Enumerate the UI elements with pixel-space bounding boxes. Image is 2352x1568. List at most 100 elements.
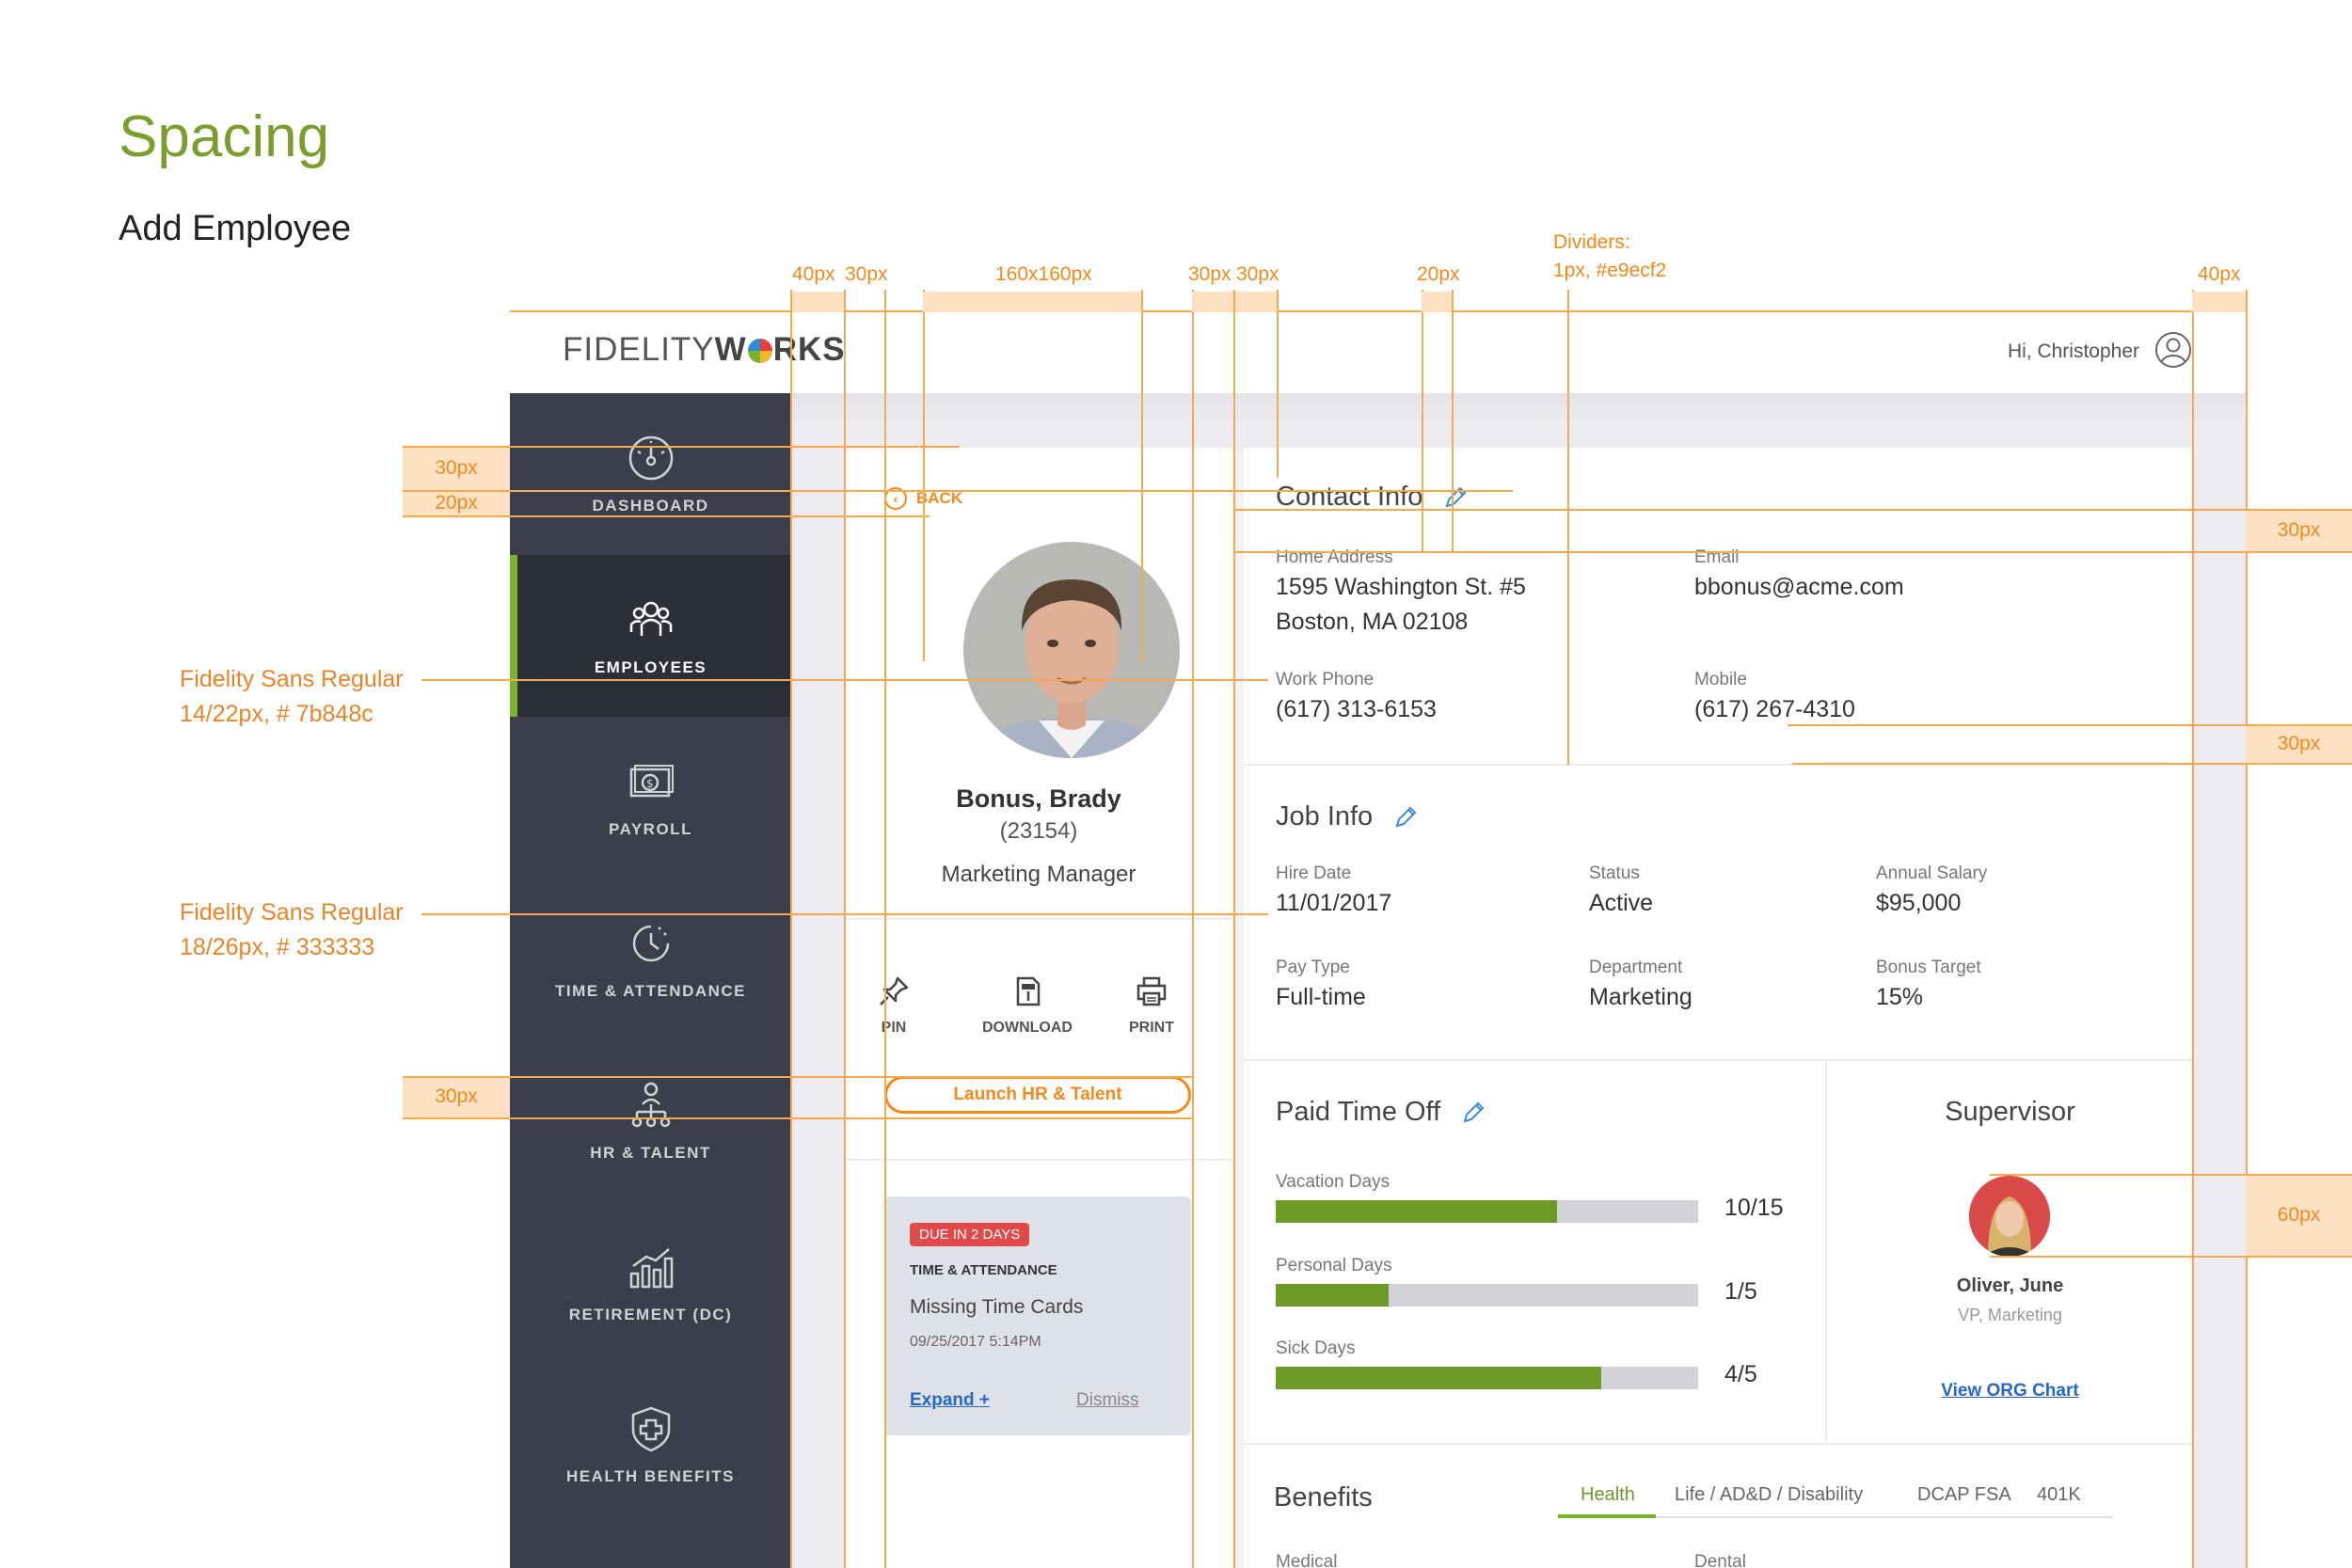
spacing-box xyxy=(923,292,1141,312)
sidebar-item-retirement[interactable]: RETIREMENT (DC) xyxy=(510,1202,791,1364)
email-value: bbonus@acme.com xyxy=(1694,574,1904,600)
spacing-box: 30px xyxy=(403,446,510,490)
doc-title: Spacing xyxy=(119,104,330,169)
sidebar-item-label: EMPLOYEES xyxy=(594,658,707,676)
dashboard-gauge-icon xyxy=(628,436,673,481)
sidebar-item-label: PAYROLL xyxy=(609,820,692,838)
launch-hr-talent-button[interactable]: Launch HR & Talent xyxy=(884,1076,1191,1114)
note-line: Fidelity Sans Regular xyxy=(180,899,404,926)
dismiss-link[interactable]: Dismiss xyxy=(1076,1390,1139,1410)
print-button[interactable]: PRINT xyxy=(1129,974,1174,1037)
guide-line xyxy=(1192,290,1194,1568)
guide-line xyxy=(1233,509,2352,511)
svg-text:$: $ xyxy=(646,777,654,790)
sidebar-item-time-attendance[interactable]: TIME & ATTENDANCE xyxy=(510,879,791,1040)
job-info-heading: Job Info xyxy=(1276,801,1418,832)
download-button[interactable]: DOWNLOAD xyxy=(982,974,1073,1037)
job-info-title: Job Info xyxy=(1276,801,1374,832)
contact-info-heading: Contact Info xyxy=(1276,482,1468,513)
home-address-line2: Boston, MA 02108 xyxy=(1276,609,1469,635)
back-button[interactable]: ‹ BACK xyxy=(884,487,962,510)
org-tree-icon xyxy=(631,1082,670,1128)
pay-type-label: Pay Type xyxy=(1276,958,1350,977)
active-indicator xyxy=(510,555,517,717)
pin-button[interactable]: PIN xyxy=(877,974,911,1037)
guide-line xyxy=(1990,1256,2352,1258)
guide-line xyxy=(884,290,886,1568)
divider xyxy=(1244,764,2193,766)
guide-line xyxy=(1233,290,1235,1568)
download-icon xyxy=(1016,976,1041,1006)
annotation-label: 30px xyxy=(845,263,888,285)
sidebar-item-label: HEALTH BENEFITS xyxy=(566,1467,735,1485)
supervisor-title: VP, Marketing xyxy=(1958,1306,2062,1324)
sidebar-item-payroll[interactable]: $ PAYROLL xyxy=(510,717,791,879)
pto-progress-fill xyxy=(1276,1200,1558,1223)
view-org-chart-link[interactable]: View ORG Chart xyxy=(1941,1381,2079,1401)
notification-title: Missing Time Cards xyxy=(910,1296,1084,1318)
tab-health[interactable]: Health xyxy=(1581,1484,1635,1505)
home-address-line1: 1595 Washington St. #5 xyxy=(1276,574,1526,600)
spacing-box xyxy=(2192,292,2246,312)
logo-works: W RKS xyxy=(714,331,846,368)
edit-pencil-icon[interactable] xyxy=(1443,485,1468,510)
guide-line xyxy=(2246,290,2248,1568)
spacing-box xyxy=(1192,292,1233,312)
status-value: Active xyxy=(1589,890,1654,916)
note-line: Fidelity Sans Regular xyxy=(180,666,404,692)
supervisor-heading: Supervisor xyxy=(1945,1097,2075,1127)
profile-column: ‹ BACK Bonus, Brady (23154) Marketin xyxy=(845,448,1232,1568)
tab-401k[interactable]: 401K xyxy=(2037,1484,2081,1505)
annotation-label: Dividers: xyxy=(1553,231,1630,253)
sidebar-item-health-benefits[interactable]: HEALTH BENEFITS xyxy=(510,1364,791,1526)
user-circle-icon[interactable] xyxy=(2154,331,2192,369)
pto-item-label: Vacation Days xyxy=(1276,1172,1391,1192)
edit-pencil-icon[interactable] xyxy=(1393,805,1418,830)
mobile-label: Mobile xyxy=(1694,670,1747,689)
supervisor-name: Oliver, June xyxy=(1956,1275,2064,1296)
typography-note: Fidelity Sans Regular 18/26px, # 333333 xyxy=(180,895,404,965)
work-phone-label: Work Phone xyxy=(1276,670,1375,689)
sidebar-item-label: TIME & ATTENDANCE xyxy=(554,982,747,1000)
spacing-box xyxy=(1422,292,1452,312)
download-label: DOWNLOAD xyxy=(982,1020,1073,1036)
bonus-target-label: Bonus Target xyxy=(1876,958,1981,977)
guide-line xyxy=(403,1117,1193,1119)
sidebar: DASHBOARD EMPLOYEES $ PAYROLL TIME & ATT… xyxy=(510,393,791,1568)
guide-line xyxy=(1141,290,1143,661)
employees-group-icon xyxy=(629,601,672,636)
annotation-label: 30px xyxy=(1236,263,1279,285)
benefits-heading: Benefits xyxy=(1274,1482,1373,1513)
expand-link[interactable]: Expand + xyxy=(910,1390,990,1410)
growth-chart-icon xyxy=(629,1248,673,1289)
pin-label: PIN xyxy=(881,1020,907,1036)
pto-title: Paid Time Off xyxy=(1276,1097,1441,1127)
employee-photo xyxy=(963,542,1180,758)
divider xyxy=(845,918,1232,920)
hire-date-label: Hire Date xyxy=(1276,863,1352,883)
spacing-box: 30px xyxy=(2246,509,2352,551)
guide-line xyxy=(421,913,1268,915)
employee-name: Bonus, Brady xyxy=(956,784,1121,813)
sidebar-item-dashboard[interactable]: DASHBOARD xyxy=(510,393,791,555)
tab-life-add-disability[interactable]: Life / AD&D / Disability xyxy=(1675,1484,1864,1505)
guide-line xyxy=(1990,1174,2352,1176)
main-content: ‹ BACK Bonus, Brady (23154) Marketin xyxy=(845,448,2193,1568)
pto-progress-fill xyxy=(1276,1284,1389,1307)
pto-item-label: Sick Days xyxy=(1276,1338,1356,1358)
pto-progress-bar xyxy=(1276,1367,1698,1389)
annotation-label: 40px xyxy=(2198,263,2241,285)
guide-line xyxy=(1277,290,1279,478)
edit-pencil-icon[interactable] xyxy=(1461,1101,1486,1125)
department-label: Department xyxy=(1589,958,1683,977)
divider xyxy=(1244,1443,2193,1445)
sidebar-item-hr-talent[interactable]: HR & TALENT xyxy=(510,1040,791,1202)
notification-datetime: 09/25/2017 5:14PM xyxy=(910,1334,1041,1350)
guide-line xyxy=(510,310,2247,312)
pin-icon xyxy=(880,976,909,1006)
tab-dcap-fsa[interactable]: DCAP FSA xyxy=(1917,1484,2011,1505)
guide-line xyxy=(421,679,1268,681)
supervisor-photo xyxy=(1969,1176,2050,1257)
sidebar-item-employees[interactable]: EMPLOYEES xyxy=(510,555,791,717)
guide-line xyxy=(923,290,925,661)
